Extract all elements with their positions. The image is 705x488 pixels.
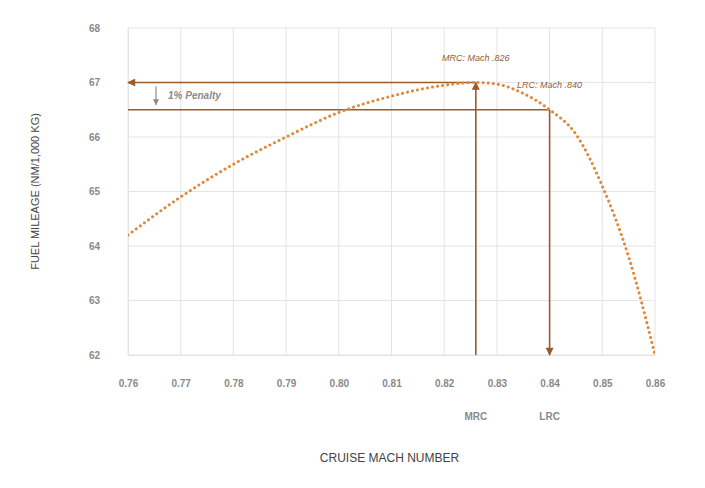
annotation-hline	[128, 109, 550, 111]
plot-area	[128, 83, 655, 356]
tick: 67	[89, 77, 128, 88]
annotation-text: MRC: Mach .826	[442, 53, 510, 63]
grid-line-y	[128, 28, 655, 29]
grid	[128, 28, 655, 355]
tick: 0.82	[435, 355, 455, 389]
tick: 0.85	[593, 355, 613, 389]
annotation-label: LRC	[539, 411, 560, 422]
x-axis: 0.76 0.77 0.78 0.79 0.80 0.81 0.82 0.83 0.84 0.85…	[119, 355, 666, 389]
tick-label: 0.77	[171, 378, 191, 389]
tick: 0.77	[171, 355, 191, 389]
tick-label: 63	[89, 295, 101, 306]
tick-label: 0.84	[540, 378, 560, 389]
tick-label: 62	[89, 350, 101, 361]
series-line	[128, 83, 655, 356]
tick: 0.81	[382, 355, 402, 389]
chart: 0.76 0.77 0.78 0.79 0.80 0.81 0.82 0.83 0.84 0.85…	[0, 0, 705, 488]
tick-label: 0.85	[593, 378, 613, 389]
tick: 0.83	[488, 355, 508, 389]
tick: 66	[89, 132, 128, 143]
tick-label: 0.79	[277, 378, 297, 389]
tick-label: 67	[89, 77, 101, 88]
tick: 0.76	[119, 355, 139, 389]
tick: 0.80	[330, 355, 350, 389]
grid-line-y	[128, 246, 655, 247]
tick: 0.78	[224, 355, 244, 389]
tick-label: 0.80	[330, 378, 350, 389]
axis-line	[128, 29, 129, 356]
tick: 65	[89, 186, 128, 197]
tick-label: 64	[89, 241, 101, 252]
annotation-vline	[475, 83, 477, 356]
tick: 68	[89, 23, 128, 34]
tick-label: 0.78	[224, 378, 244, 389]
tick-label: 0.82	[435, 378, 455, 389]
tick-label: 66	[89, 132, 101, 143]
grid-line-y	[128, 355, 655, 356]
y-axis: 62 63 64 65 66 67 68	[89, 23, 129, 361]
annotation-label: MRC	[464, 411, 487, 422]
tick: 0.86	[646, 355, 666, 389]
grid-line-y	[128, 300, 655, 301]
tick-label: 0.86	[646, 378, 666, 389]
tick-label: 0.83	[488, 378, 508, 389]
penalty-text: 1% Penalty	[168, 90, 221, 101]
grid-line-x	[128, 28, 129, 355]
tick: 0.79	[277, 355, 297, 389]
annotation-hline	[128, 82, 476, 84]
tick: 63	[89, 295, 128, 306]
tick: 0.84	[540, 355, 560, 389]
y-axis-title: FUEL MILEAGE (NM/1,000 KG)	[29, 113, 41, 270]
tick-label: 0.76	[119, 378, 139, 389]
penalty-arrow	[155, 87, 156, 105]
annotation-text: LRC: Mach .840	[517, 80, 582, 90]
tick-label: 65	[89, 186, 101, 197]
grid-line-y	[128, 191, 655, 192]
x-axis-title: CRUISE MACH NUMBER	[320, 451, 460, 465]
tick: 64	[89, 241, 128, 252]
annotations	[128, 83, 550, 356]
tick-label: 0.81	[382, 378, 402, 389]
tick-label: 68	[89, 23, 101, 34]
grid-line-y	[128, 137, 655, 138]
axis-line	[129, 355, 656, 356]
annotation-vline	[549, 110, 551, 355]
grid-line-x	[549, 28, 550, 355]
tick: 62	[89, 350, 128, 361]
